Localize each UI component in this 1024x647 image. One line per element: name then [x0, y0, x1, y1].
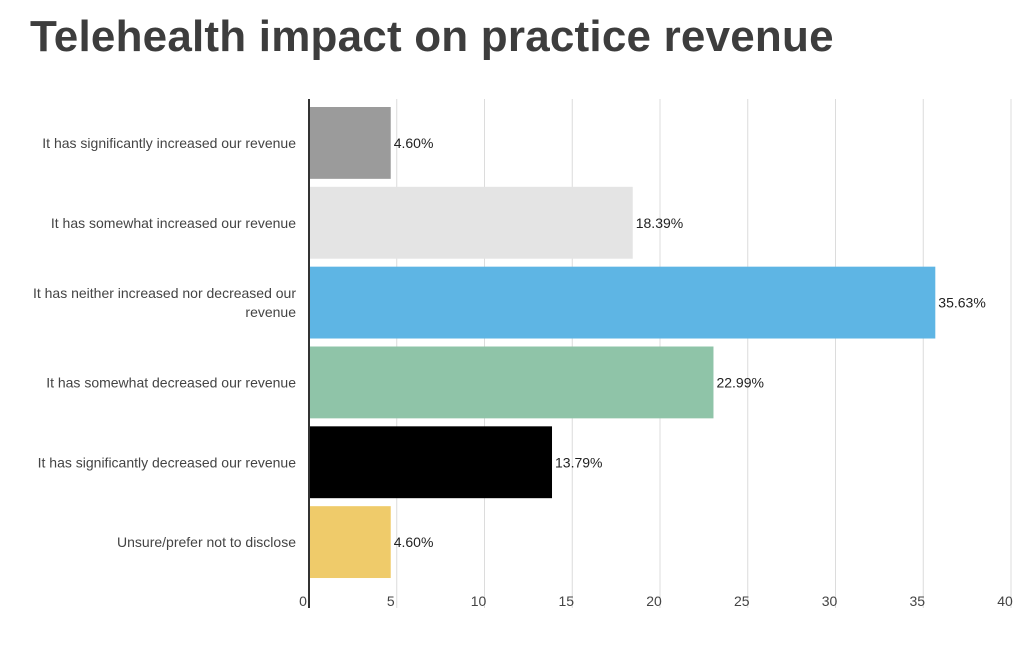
category-label: revenue	[245, 304, 296, 320]
bar	[310, 107, 391, 179]
bars	[310, 107, 936, 579]
labels: 0 5 10 15 20 25 30 35 40 4.60% It has significantl…	[33, 135, 1013, 609]
category-label: It has somewhat decreased our revenue	[46, 374, 296, 390]
x-tick-label: 15	[558, 593, 574, 609]
x-tick-label: 5	[387, 593, 395, 609]
bar	[310, 346, 714, 419]
category-label: It has somewhat increased our revenue	[51, 215, 296, 231]
data-label: 4.60%	[394, 135, 434, 151]
data-label: 18.39%	[636, 215, 683, 231]
x-tick-label: 20	[646, 593, 662, 609]
category-label: It has significantly increased our reven…	[42, 135, 296, 151]
data-label: 13.79%	[555, 454, 602, 470]
bar	[310, 506, 391, 579]
x-tick-label: 35	[909, 593, 925, 609]
category-label: Unsure/prefer not to disclose	[117, 534, 296, 550]
x-tick-label: 0	[299, 593, 307, 609]
data-label: 22.99%	[716, 374, 763, 390]
x-tick-label: 30	[822, 593, 838, 609]
bar	[310, 186, 633, 259]
data-label: 4.60%	[394, 534, 434, 550]
x-tick-label: 40	[997, 593, 1013, 609]
category-label: It has significantly decreased our reven…	[38, 454, 297, 470]
x-tick-label: 25	[734, 593, 750, 609]
category-label: It has neither increased nor decreased o…	[33, 285, 296, 301]
bar	[310, 266, 936, 339]
chart-title: Telehealth impact on practice revenue	[30, 12, 834, 61]
x-tick-label: 10	[471, 593, 487, 609]
bar	[310, 426, 553, 499]
data-label: 35.63%	[938, 295, 985, 311]
